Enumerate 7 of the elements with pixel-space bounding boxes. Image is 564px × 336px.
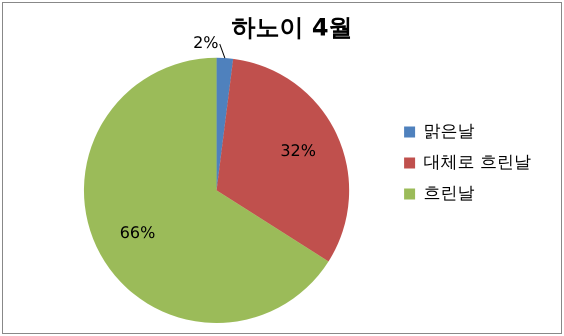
legend-label: 흐린날 [424,183,475,204]
legend-label: 대체로 흐린날 [424,152,531,172]
data-label: 2% [193,33,218,52]
legend-label: 맑은날 [424,121,475,142]
data-label: 66% [120,222,156,242]
chart-title: 하노이 4월 [231,14,353,42]
data-label: 32% [280,141,316,160]
